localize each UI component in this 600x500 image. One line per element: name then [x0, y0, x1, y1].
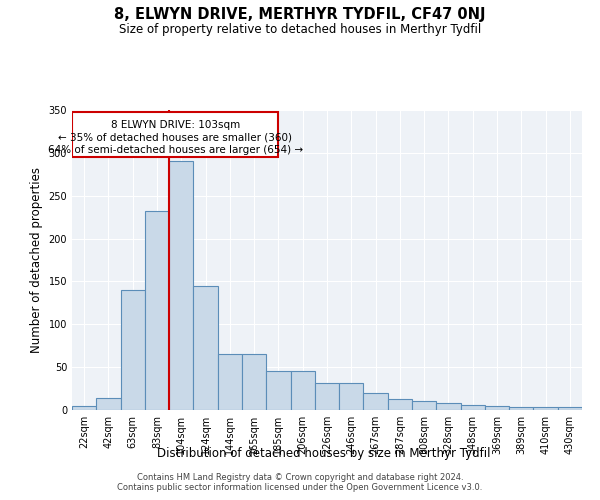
Bar	[364, 393, 388, 410]
Bar	[412, 400, 436, 410]
Bar	[193, 286, 218, 410]
Bar	[461, 405, 485, 410]
Bar	[388, 399, 412, 410]
Bar	[290, 370, 315, 410]
Bar	[72, 406, 96, 410]
Bar	[218, 354, 242, 410]
FancyBboxPatch shape	[72, 112, 278, 157]
Bar	[96, 398, 121, 410]
Bar	[436, 403, 461, 410]
Bar	[145, 211, 169, 410]
Bar	[339, 382, 364, 410]
Text: 8, ELWYN DRIVE, MERTHYR TYDFIL, CF47 0NJ: 8, ELWYN DRIVE, MERTHYR TYDFIL, CF47 0NJ	[114, 8, 486, 22]
Text: Size of property relative to detached houses in Merthyr Tydfil: Size of property relative to detached ho…	[119, 22, 481, 36]
Bar	[242, 354, 266, 410]
Y-axis label: Number of detached properties: Number of detached properties	[30, 167, 43, 353]
Bar	[121, 290, 145, 410]
Bar	[315, 382, 339, 410]
Bar	[485, 406, 509, 410]
Text: Contains HM Land Registry data © Crown copyright and database right 2024.
Contai: Contains HM Land Registry data © Crown c…	[118, 473, 482, 492]
Bar	[509, 406, 533, 410]
Bar	[558, 408, 582, 410]
Bar	[266, 370, 290, 410]
Text: Distribution of detached houses by size in Merthyr Tydfil: Distribution of detached houses by size …	[157, 448, 491, 460]
Text: ← 35% of detached houses are smaller (360): ← 35% of detached houses are smaller (36…	[58, 132, 292, 142]
Bar	[533, 408, 558, 410]
Text: 8 ELWYN DRIVE: 103sqm: 8 ELWYN DRIVE: 103sqm	[110, 120, 240, 130]
Bar	[169, 162, 193, 410]
Text: 64% of semi-detached houses are larger (654) →: 64% of semi-detached houses are larger (…	[47, 146, 303, 156]
